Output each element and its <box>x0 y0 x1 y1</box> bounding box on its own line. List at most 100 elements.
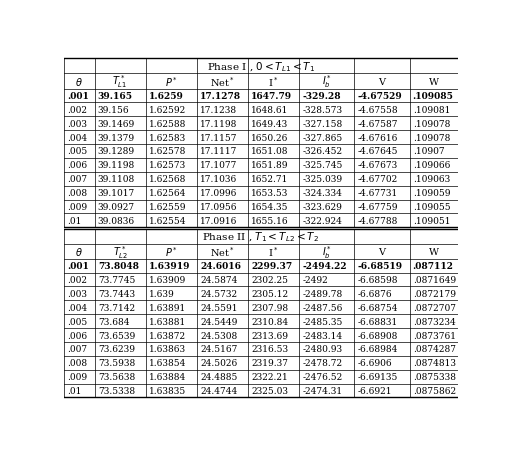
Text: -4.67702: -4.67702 <box>357 175 398 184</box>
Text: -325.745: -325.745 <box>302 161 343 170</box>
Text: -4.67731: -4.67731 <box>357 189 398 198</box>
Text: .01: .01 <box>67 386 81 395</box>
Text: .109051: .109051 <box>413 216 450 226</box>
Text: -327.158: -327.158 <box>302 120 343 129</box>
Text: -6.6876: -6.6876 <box>357 289 392 298</box>
Text: .006: .006 <box>67 331 87 340</box>
Text: .109055: .109055 <box>413 202 450 212</box>
Text: -2492: -2492 <box>302 276 328 285</box>
Text: -4.67759: -4.67759 <box>357 202 398 212</box>
Text: .0872179: .0872179 <box>413 289 456 298</box>
Text: 39.1289: 39.1289 <box>98 147 135 156</box>
Text: .007: .007 <box>67 175 87 184</box>
Text: -6.68598: -6.68598 <box>357 276 398 285</box>
Text: 2325.03: 2325.03 <box>251 386 288 395</box>
Text: 73.7745: 73.7745 <box>98 276 135 285</box>
Text: 1.639: 1.639 <box>149 289 175 298</box>
Text: 39.1379: 39.1379 <box>98 133 135 142</box>
Text: 1.62592: 1.62592 <box>149 106 186 115</box>
Text: 1.62588: 1.62588 <box>149 120 186 129</box>
Text: 1.62568: 1.62568 <box>149 175 186 184</box>
Text: -4.67673: -4.67673 <box>357 161 398 170</box>
Text: $T^*_{L2}$: $T^*_{L2}$ <box>112 243 128 260</box>
Text: .005: .005 <box>67 317 87 326</box>
Text: 73.8048: 73.8048 <box>98 262 139 271</box>
Text: 1652.71: 1652.71 <box>251 175 289 184</box>
Text: .0875338: .0875338 <box>413 373 456 381</box>
Text: .109066: .109066 <box>413 161 450 170</box>
Text: -2474.31: -2474.31 <box>302 386 342 395</box>
Text: $P^*$: $P^*$ <box>165 245 178 258</box>
Text: 24.5732: 24.5732 <box>200 289 237 298</box>
Text: $\theta$: $\theta$ <box>75 246 83 258</box>
Text: -327.865: -327.865 <box>302 133 343 142</box>
Text: .004: .004 <box>67 133 87 142</box>
Text: -6.68984: -6.68984 <box>357 345 398 354</box>
Text: 1.6259: 1.6259 <box>149 92 184 101</box>
Text: -2480.93: -2480.93 <box>302 345 342 354</box>
Text: .109063: .109063 <box>413 175 450 184</box>
Text: V: V <box>378 247 385 256</box>
Text: Net$^*$: Net$^*$ <box>210 75 235 89</box>
Text: W: W <box>429 77 439 86</box>
Text: -6.68908: -6.68908 <box>357 331 398 340</box>
Text: 39.1469: 39.1469 <box>98 120 135 129</box>
Text: -2478.72: -2478.72 <box>302 359 342 368</box>
Text: .0873761: .0873761 <box>413 331 456 340</box>
Text: .009: .009 <box>67 202 87 212</box>
Text: -4.67529: -4.67529 <box>357 92 402 101</box>
Text: 2310.84: 2310.84 <box>251 317 288 326</box>
Text: 39.0836: 39.0836 <box>98 216 135 226</box>
Text: .087112: .087112 <box>413 262 454 271</box>
Text: 39.1108: 39.1108 <box>98 175 135 184</box>
Text: $T^*_{L1}$: $T^*_{L1}$ <box>112 74 128 90</box>
Text: 1.62559: 1.62559 <box>149 202 186 212</box>
Text: -324.334: -324.334 <box>302 189 342 198</box>
Text: .001: .001 <box>67 92 89 101</box>
Text: $P^*$: $P^*$ <box>165 75 178 89</box>
Text: 17.1238: 17.1238 <box>200 106 237 115</box>
Text: 1649.43: 1649.43 <box>251 120 288 129</box>
Text: .0873234: .0873234 <box>413 317 456 326</box>
Text: -322.924: -322.924 <box>302 216 342 226</box>
Text: .004: .004 <box>67 303 87 312</box>
Text: 2322.21: 2322.21 <box>251 373 288 381</box>
Text: 1.63881: 1.63881 <box>149 317 186 326</box>
Text: 1.63891: 1.63891 <box>149 303 186 312</box>
Text: W: W <box>429 247 439 256</box>
Text: -6.68519: -6.68519 <box>357 262 403 271</box>
Text: -325.039: -325.039 <box>302 175 342 184</box>
Text: 24.5167: 24.5167 <box>200 345 237 354</box>
Text: 73.6539: 73.6539 <box>98 331 135 340</box>
Text: 24.5591: 24.5591 <box>200 303 237 312</box>
Text: .001: .001 <box>67 262 89 271</box>
Text: 39.1017: 39.1017 <box>98 189 135 198</box>
Text: .008: .008 <box>67 189 87 198</box>
Text: -323.629: -323.629 <box>302 202 342 212</box>
Text: -4.67788: -4.67788 <box>357 216 398 226</box>
Text: 73.7142: 73.7142 <box>98 303 135 312</box>
Text: -6.68754: -6.68754 <box>357 303 398 312</box>
Text: 1655.16: 1655.16 <box>251 216 289 226</box>
Text: .0874813: .0874813 <box>413 359 456 368</box>
Text: -329.28: -329.28 <box>302 92 341 101</box>
Text: 24.5308: 24.5308 <box>200 331 237 340</box>
Text: 1.62564: 1.62564 <box>149 189 186 198</box>
Text: 73.7443: 73.7443 <box>98 289 135 298</box>
Text: -2494.22: -2494.22 <box>302 262 347 271</box>
Text: -2487.56: -2487.56 <box>302 303 343 312</box>
Text: -2476.52: -2476.52 <box>302 373 343 381</box>
Text: .0874287: .0874287 <box>413 345 456 354</box>
Text: 17.0956: 17.0956 <box>200 202 237 212</box>
Text: 73.6239: 73.6239 <box>98 345 135 354</box>
Text: 73.684: 73.684 <box>98 317 129 326</box>
Text: .007: .007 <box>67 345 87 354</box>
Text: .0871649: .0871649 <box>413 276 456 285</box>
Text: -6.6921: -6.6921 <box>357 386 392 395</box>
Text: -4.67587: -4.67587 <box>357 120 398 129</box>
Text: 1.63835: 1.63835 <box>149 386 186 395</box>
Text: -6.68831: -6.68831 <box>357 317 398 326</box>
Text: .109078: .109078 <box>413 133 450 142</box>
Text: 1647.79: 1647.79 <box>251 92 292 101</box>
Text: .109059: .109059 <box>413 189 450 198</box>
